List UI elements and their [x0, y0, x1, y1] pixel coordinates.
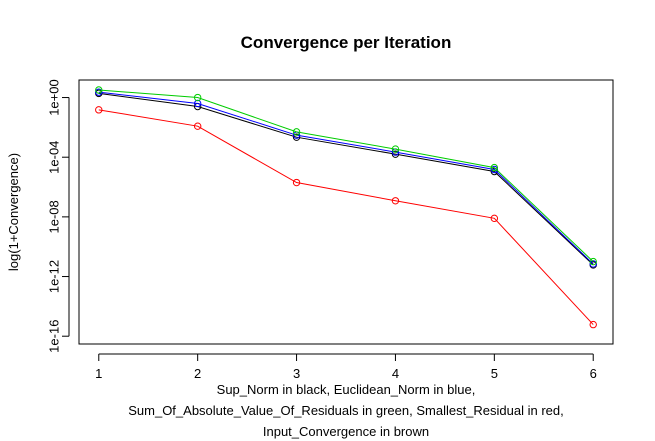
y-tick-label: 1e-12	[46, 260, 61, 293]
y-axis: 1e-16 1e-12 1e-08 1e-04 1e+00	[46, 79, 70, 353]
data-point	[589, 260, 597, 268]
x-tick-label: 6	[590, 366, 597, 381]
series	[95, 86, 597, 266]
data-point	[391, 145, 400, 153]
y-tick-label: 1e-04	[46, 141, 61, 174]
chart-title: Convergence per Iteration	[241, 33, 452, 52]
series-line	[98, 109, 594, 325]
data-point	[292, 178, 301, 187]
x-tick-label: 3	[293, 366, 300, 381]
data-point	[193, 93, 202, 102]
data-point	[292, 128, 301, 136]
data-point	[391, 150, 400, 158]
y-tick-label: 1e+00	[46, 79, 61, 116]
x-tick-label: 4	[392, 366, 399, 381]
y-axis-label: log(1+Convergence)	[6, 153, 21, 271]
series	[95, 89, 597, 269]
x-tick-label: 2	[194, 366, 201, 381]
data-point	[292, 133, 301, 141]
data-point	[95, 106, 103, 114]
plot-frame	[78, 79, 614, 345]
x-axis-label-line-2: Sum_Of_Absolute_Value_Of_Residuals in gr…	[128, 403, 564, 418]
data-point	[95, 86, 103, 94]
series-line	[98, 89, 594, 262]
data-point	[490, 163, 499, 172]
series-line	[98, 91, 594, 265]
series-line	[98, 92, 594, 266]
data-point	[490, 165, 499, 174]
data-point	[193, 122, 202, 130]
x-axis-label-line-3: Input_Convergence in brown	[263, 424, 429, 439]
data-point	[490, 214, 499, 223]
series-layer	[95, 86, 597, 329]
x-axis-label-line-1: Sup_Norm in black, Euclidean_Norm in blu…	[217, 382, 476, 397]
x-axis: 1 2 3 4 5 6	[95, 353, 597, 381]
data-point	[589, 257, 597, 266]
data-point	[589, 320, 597, 329]
data-point	[95, 88, 103, 96]
x-tick-label: 5	[491, 366, 498, 381]
series	[95, 106, 597, 329]
series	[95, 88, 597, 268]
x-tick-label: 1	[95, 366, 102, 381]
y-tick-label: 1e-08	[46, 200, 61, 233]
y-tick-label: 1e-16	[46, 320, 61, 353]
data-point	[391, 197, 400, 205]
